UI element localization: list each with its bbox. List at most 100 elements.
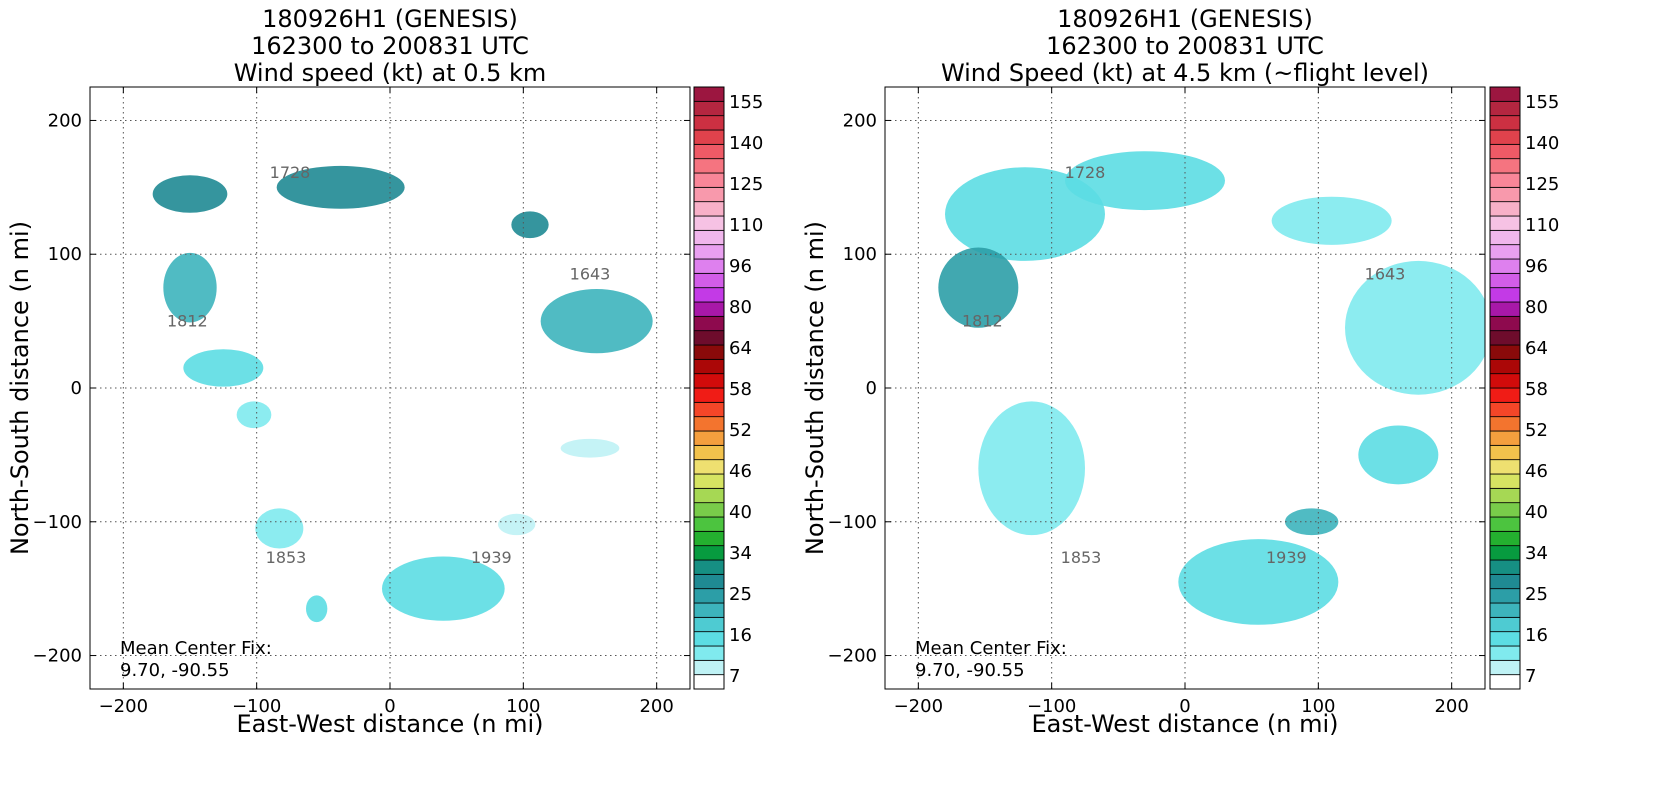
left-colorbar-label-110: 110	[729, 215, 763, 236]
right-y-tick-label-3: 100	[843, 244, 877, 265]
right-colorbar-segment-27	[1489, 287, 1521, 303]
left-title-line-2: 162300 to 200831 UTC	[251, 32, 529, 60]
right-colorbar-segment-10	[1489, 530, 1521, 547]
right-wind-patch-2	[1271, 196, 1392, 245]
right-colorbar-segment-4	[1489, 616, 1521, 633]
right-colorbar-segment-0	[1489, 674, 1521, 690]
right-colorbar-segment-35	[1489, 172, 1521, 188]
right-colorbar-label-64: 64	[1525, 338, 1548, 359]
right-colorbar-segment-30	[1489, 244, 1521, 260]
left-colorbar-segment-4	[693, 616, 725, 633]
left-colorbar-label-40: 40	[729, 502, 752, 523]
right-colorbar-segment-17	[1489, 430, 1521, 446]
right-colorbar-segment-6	[1489, 588, 1521, 604]
left-colorbar-segment-11	[693, 516, 725, 532]
left-colorbar: 155 140 125 110 96 80 64 58 52 46 40 34 25 16 7	[693, 86, 763, 690]
right-colorbar-segment-36	[1489, 158, 1521, 174]
right-title-line-3: Wind Speed (kt) at 4.5 km (~flight level…	[941, 59, 1429, 87]
right-colorbar-segment-40	[1489, 100, 1521, 117]
left-time-label-1853: 1853	[266, 548, 307, 567]
left-colorbar-segment-6	[693, 588, 725, 604]
right-colorbar-segment-31	[1489, 229, 1521, 246]
left-y-tick-label-0: −200	[33, 646, 82, 667]
right-colorbar-segment-26	[1489, 301, 1521, 317]
left-panel-title: 180926H1 (GENESIS) 162300 to 200831 UTC …	[234, 5, 547, 87]
left-colorbar-label-80: 80	[729, 297, 752, 318]
right-y-tick-label-4: 200	[843, 110, 877, 131]
left-wind-patch-1	[276, 165, 405, 209]
right-colorbar-segment-16	[1489, 444, 1521, 461]
left-colorbar-segment-16	[693, 444, 725, 461]
right-colorbar-segment-24	[1489, 330, 1521, 346]
right-colorbar-segment-2	[1489, 645, 1521, 661]
left-colorbar-segment-7	[693, 573, 725, 590]
left-colorbar-segment-33	[693, 201, 725, 217]
right-wind-patch-3	[938, 247, 1019, 328]
right-y-axis-label: North-South distance (n mi)	[801, 221, 829, 555]
right-wind-patch-4	[1345, 260, 1485, 395]
left-colorbar-segment-28	[693, 272, 725, 289]
left-colorbar-segment-37	[693, 143, 725, 160]
right-colorbar-label-25: 25	[1525, 584, 1548, 605]
left-x-tick-label-0: −200	[99, 696, 148, 717]
left-wind-patch-10	[306, 595, 328, 623]
left-colorbar-label-96: 96	[729, 256, 752, 277]
left-colorbar-segment-14	[693, 473, 725, 489]
left-plot-contents: 1728 1643 1812 1853 1939	[90, 87, 690, 689]
left-x-tick-label-3: 100	[506, 696, 540, 717]
left-x-tick-label-1: −100	[232, 696, 281, 717]
left-y-tick-label-3: 100	[48, 244, 82, 265]
right-colorbar-segment-13	[1489, 487, 1521, 504]
left-time-label-1643: 1643	[570, 265, 611, 284]
left-x-tick-label-4: 200	[639, 696, 673, 717]
left-plot-area: 1728 1643 1812 1853 1939 −200 −100 0 100 200 −200 −…	[33, 86, 691, 717]
right-colorbar-segment-5	[1489, 602, 1521, 618]
left-colorbar-segment-40	[693, 100, 725, 117]
left-colorbar-label-155: 155	[729, 92, 763, 113]
left-wind-patch-7	[255, 508, 304, 549]
left-mean-center-fix-label: Mean Center Fix:	[120, 638, 272, 659]
right-colorbar-segment-25	[1489, 315, 1521, 332]
left-colorbar-segment-17	[693, 430, 725, 446]
right-colorbar-segment-28	[1489, 272, 1521, 289]
right-x-tick-label-1: −100	[1027, 696, 1076, 717]
left-colorbar-segment-27	[693, 287, 725, 303]
left-colorbar-label-52: 52	[729, 420, 752, 441]
left-panel-wind-0-5km: 180926H1 (GENESIS) 162300 to 200831 UTC …	[6, 5, 763, 738]
left-colorbar-label-125: 125	[729, 174, 763, 195]
right-colorbar-segment-8	[1489, 559, 1521, 575]
left-colorbar-segment-32	[693, 215, 725, 231]
left-colorbar-label-58: 58	[729, 379, 752, 400]
right-wind-patch-0	[945, 167, 1105, 261]
right-mean-center-fix-label: Mean Center Fix:	[915, 638, 1067, 659]
right-colorbar-segment-11	[1489, 516, 1521, 532]
right-x-axis-label: East-West distance (n mi)	[1031, 710, 1338, 738]
left-colorbar-frame	[693, 86, 725, 690]
left-colorbar-segment-39	[693, 115, 725, 131]
left-colorbar-segment-23	[693, 344, 725, 360]
left-colorbar-segment-10	[693, 530, 725, 547]
right-colorbar-label-58: 58	[1525, 379, 1548, 400]
left-colorbar-segment-5	[693, 602, 725, 618]
left-colorbar-segment-29	[693, 258, 725, 274]
left-colorbar-segment-15	[693, 459, 725, 475]
right-colorbar-segment-3	[1489, 631, 1521, 647]
right-plot-area: 1728 1643 1812 1853 1939 −200 −100 0 100 200 −200 −…	[828, 86, 1486, 717]
left-y-tick-label-4: 200	[48, 110, 82, 131]
right-colorbar-label-16: 16	[1525, 625, 1548, 646]
right-colorbar-segment-9	[1489, 545, 1521, 561]
right-y-tick-label-0: −200	[828, 646, 877, 667]
left-wind-patch-8	[382, 556, 505, 621]
right-wind-patch-7	[1178, 539, 1339, 625]
left-mean-center-fix: Mean Center Fix: 9.70, -90.55	[120, 638, 272, 681]
right-title-line-1: 180926H1 (GENESIS)	[1057, 5, 1313, 33]
right-colorbar-label-96: 96	[1525, 256, 1548, 277]
right-colorbar-segment-1	[1489, 659, 1521, 676]
left-colorbar-segment-1	[693, 659, 725, 676]
left-colorbar-segment-3	[693, 631, 725, 647]
left-title-line-3: Wind speed (kt) at 0.5 km	[234, 59, 547, 87]
left-colorbar-segment-24	[693, 330, 725, 346]
right-colorbar-label-125: 125	[1525, 174, 1559, 195]
right-colorbar-label-52: 52	[1525, 420, 1548, 441]
